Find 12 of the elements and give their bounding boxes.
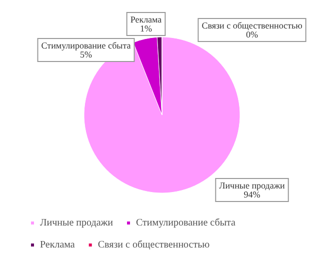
legend-label: Реклама <box>40 240 76 250</box>
slice-label: Стимулирование сбыта <box>41 40 131 50</box>
slice-label: Реклама <box>130 14 162 24</box>
text: 0% <box>246 30 258 40</box>
data-label: 5% <box>80 50 92 60</box>
legend-label: Личные продажи <box>40 218 114 228</box>
data-label: 1% <box>140 24 152 34</box>
data-label: 94% <box>244 190 261 200</box>
legend-label: Стимулирование сбыта <box>136 218 236 228</box>
legend-label: Связи с общественностью <box>98 240 210 250</box>
category-label: Связи с общественностью <box>202 20 302 30</box>
slice-label: Личные продажи <box>219 180 286 190</box>
